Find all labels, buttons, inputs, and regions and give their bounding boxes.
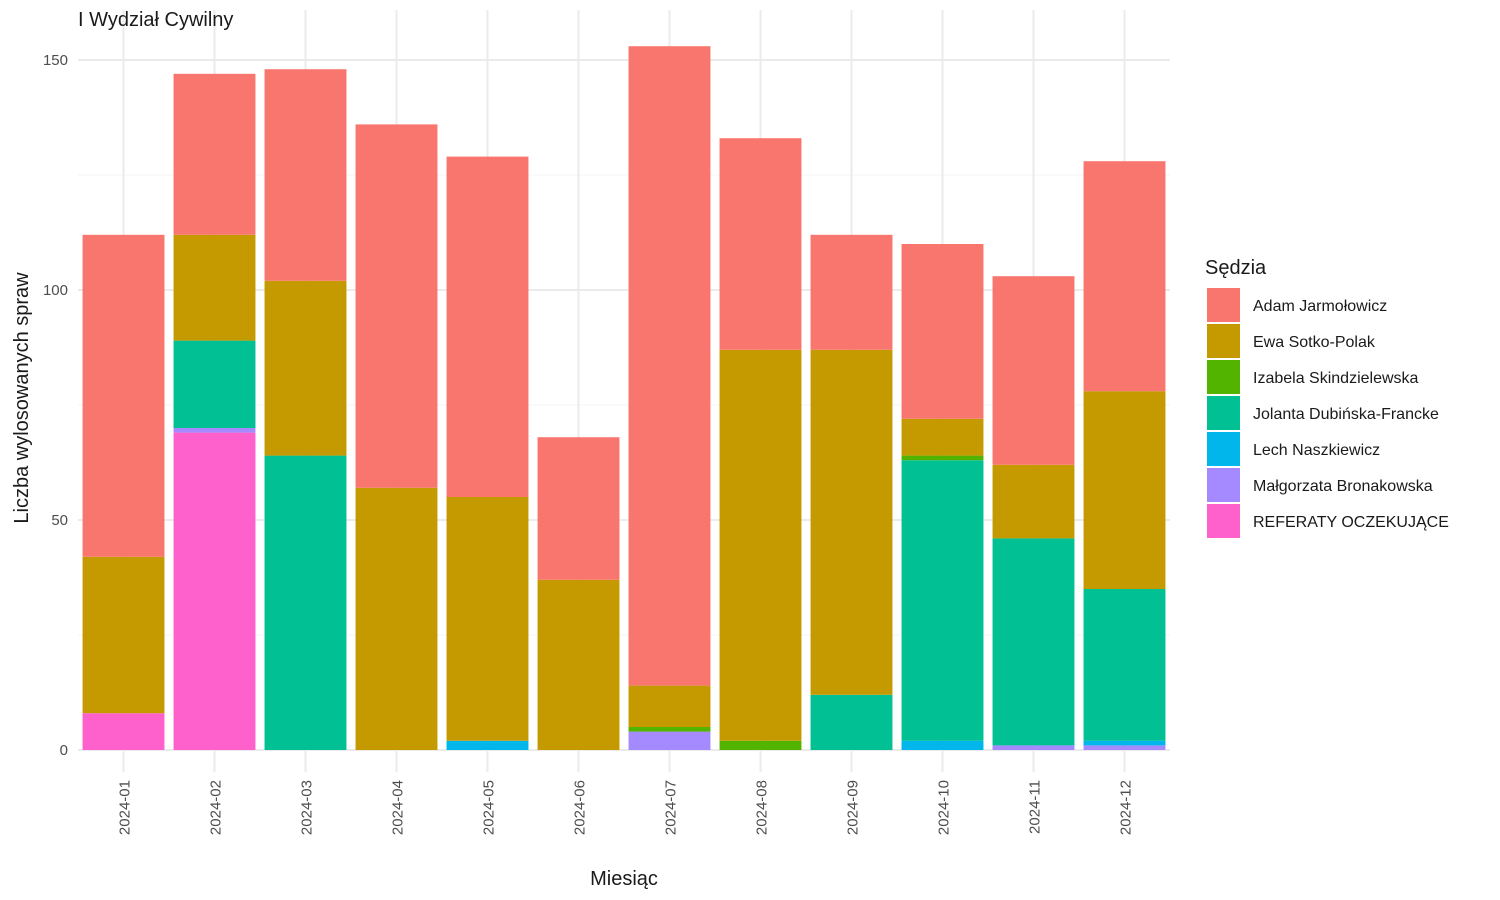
bar-segment bbox=[537, 437, 620, 580]
legend-label: Adam Jarmołowicz bbox=[1253, 298, 1387, 315]
bar-segment bbox=[173, 432, 256, 750]
bar-segment bbox=[992, 464, 1075, 539]
bar-segment bbox=[628, 731, 711, 750]
bar-segment bbox=[355, 124, 438, 488]
bar-segment bbox=[719, 349, 802, 741]
legend-label: Małgorzata Bronakowska bbox=[1253, 478, 1433, 495]
bar-segment bbox=[901, 244, 984, 419]
legend-key bbox=[1207, 324, 1240, 358]
bar-segment bbox=[82, 713, 165, 750]
legend-label: Ewa Sotko-Polak bbox=[1253, 334, 1376, 351]
bar-segment bbox=[264, 69, 347, 281]
bar-segment bbox=[719, 740, 802, 750]
bar-segment bbox=[173, 73, 256, 235]
legend-key bbox=[1207, 396, 1240, 430]
bar-segment bbox=[82, 556, 165, 714]
legend-label: Lech Naszkiewicz bbox=[1253, 442, 1380, 459]
x-tick-label: 2024-04 bbox=[390, 780, 407, 835]
bar-segment bbox=[719, 138, 802, 350]
bar-segment bbox=[628, 727, 711, 732]
legend-key bbox=[1207, 504, 1240, 538]
bar-segment bbox=[1083, 745, 1166, 750]
legend-key bbox=[1207, 360, 1240, 394]
bar-segment bbox=[1083, 740, 1166, 746]
x-tick-label: 2024-06 bbox=[572, 780, 589, 835]
bar-segment bbox=[901, 455, 984, 461]
x-axis-title: Miesiąc bbox=[590, 868, 658, 890]
bar-segment bbox=[992, 276, 1075, 465]
x-tick-label: 2024-11 bbox=[1027, 780, 1044, 834]
bar-segment bbox=[901, 418, 984, 456]
y-tick-label: 100 bbox=[43, 282, 68, 299]
x-tick-label: 2024-12 bbox=[1118, 780, 1135, 835]
legend: Sędzia Adam Jarmołowicz Ewa Sotko-Polak Iz… bbox=[1205, 257, 1449, 538]
y-tick-label: 0 bbox=[60, 742, 68, 759]
bar-segment bbox=[810, 349, 893, 695]
bar-segment bbox=[628, 685, 711, 727]
legend-key bbox=[1207, 288, 1240, 322]
y-tick-label: 50 bbox=[51, 512, 68, 529]
bars bbox=[82, 46, 1166, 750]
bar-segment bbox=[628, 46, 711, 686]
bar-segment bbox=[1083, 161, 1166, 392]
x-tick-label: 2024-09 bbox=[845, 780, 862, 835]
x-axis-ticks: 2024-01 2024-02 2024-03 2024-04 2024-05 2024-… bbox=[117, 780, 1135, 835]
bar-segment bbox=[446, 156, 529, 497]
bar-segment bbox=[1083, 589, 1166, 741]
bar-segment bbox=[1083, 391, 1166, 589]
x-tick-label: 2024-10 bbox=[936, 780, 953, 835]
bar-segment bbox=[992, 538, 1075, 746]
bar-segment bbox=[810, 234, 893, 350]
x-tick-label: 2024-08 bbox=[754, 780, 771, 835]
bar-segment bbox=[992, 745, 1075, 750]
bar-segment bbox=[173, 340, 256, 428]
legend-label: REFERATY OCZEKUJĄCE bbox=[1253, 514, 1449, 531]
x-tick-label: 2024-07 bbox=[663, 780, 680, 835]
bar-segment bbox=[537, 579, 620, 750]
bar-segment bbox=[446, 497, 529, 741]
chart-title: I Wydział Cywilny bbox=[78, 9, 233, 31]
legend-label: Jolanta Dubińska-Francke bbox=[1253, 406, 1439, 423]
x-tick-label: 2024-05 bbox=[481, 780, 498, 835]
bar-segment bbox=[173, 234, 256, 341]
x-tick-label: 2024-02 bbox=[208, 780, 225, 835]
x-tick-label: 2024-01 bbox=[117, 780, 134, 835]
bar-segment bbox=[446, 740, 529, 750]
bar-segment bbox=[901, 740, 984, 750]
bar-segment bbox=[82, 234, 165, 557]
y-tick-label: 150 bbox=[43, 52, 68, 69]
y-axis-title: Liczba wylosowanych spraw bbox=[11, 272, 33, 524]
y-axis-ticks: 0 50 100 150 bbox=[43, 52, 68, 759]
bar-segment bbox=[355, 487, 438, 750]
bar-segment bbox=[901, 460, 984, 741]
bar-segment bbox=[264, 455, 347, 750]
legend-key bbox=[1207, 432, 1240, 466]
x-tick-label: 2024-03 bbox=[299, 780, 316, 835]
bar-segment bbox=[810, 694, 893, 750]
legend-title: Sędzia bbox=[1205, 257, 1267, 279]
legend-key bbox=[1207, 468, 1240, 502]
legend-label: Izabela Skindzielewska bbox=[1253, 370, 1419, 387]
bar-segment bbox=[173, 428, 256, 433]
bar-segment bbox=[264, 280, 347, 456]
